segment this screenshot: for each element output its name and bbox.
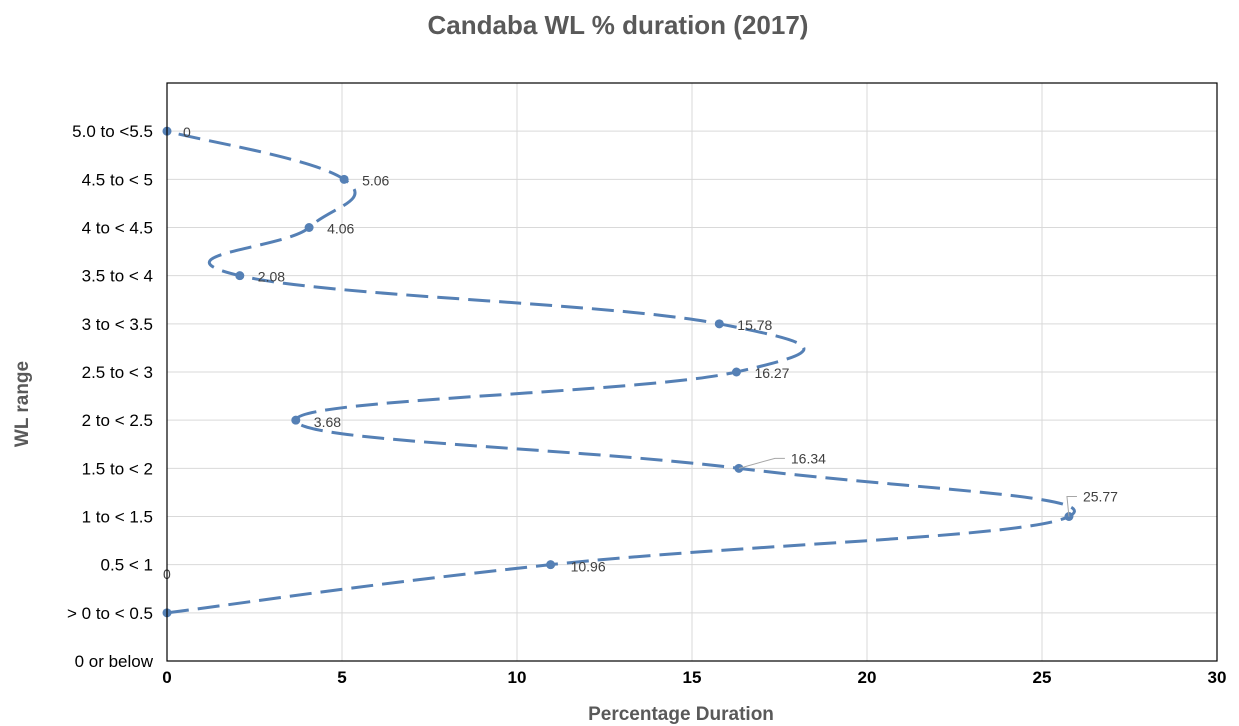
data-point bbox=[304, 223, 314, 232]
y-tick-label: 4.5 to < 5 bbox=[82, 170, 153, 189]
y-tick-label: 2.5 to < 3 bbox=[82, 363, 153, 382]
data-point bbox=[731, 367, 741, 377]
y-tick-label: 3.5 to < 4 bbox=[82, 267, 153, 286]
data-point bbox=[546, 560, 556, 570]
y-tick-label: 0.5 < 1 bbox=[101, 556, 153, 575]
y-tick-label: 0 or below bbox=[75, 652, 154, 671]
data-point bbox=[339, 174, 349, 184]
data-label: 16.34 bbox=[791, 450, 826, 466]
data-label: 25.77 bbox=[1083, 489, 1118, 505]
series-line bbox=[166, 129, 1076, 615]
leader-line bbox=[738, 457, 785, 469]
data-label: 2.08 bbox=[258, 269, 285, 285]
y-tick-label: 2 to < 2.5 bbox=[82, 411, 153, 430]
y-tick-label: > 0 to < 0.5 bbox=[67, 604, 153, 623]
data-label: 0 bbox=[183, 124, 191, 140]
x-tick-label: 15 bbox=[683, 668, 702, 687]
data-label: 16.27 bbox=[754, 365, 789, 381]
data-label: 15.78 bbox=[737, 317, 772, 333]
x-tick-label: 10 bbox=[508, 668, 527, 687]
data-label: 3.68 bbox=[314, 414, 341, 430]
y-tick-label: 5.0 to <5.5 bbox=[72, 122, 153, 141]
data-label: 10.96 bbox=[571, 559, 606, 575]
axis-ticks: 0 or below > 0 to < 0.5 0.5 < 1 1 to < 1.5 1… bbox=[67, 122, 1226, 687]
chart-title: Candaba WL % duration (2017) bbox=[428, 10, 809, 40]
x-axis-title: Percentage Duration bbox=[588, 704, 774, 725]
data-point bbox=[235, 271, 245, 281]
plot-frame bbox=[166, 82, 1218, 662]
y-tick-label: 1 to < 1.5 bbox=[82, 508, 153, 527]
y-axis-title: WL range bbox=[12, 361, 33, 447]
x-tick-label: 30 bbox=[1208, 668, 1227, 687]
x-tick-label: 5 bbox=[337, 668, 346, 687]
y-tick-label: 1.5 to < 2 bbox=[82, 459, 153, 478]
data-label: 4.06 bbox=[327, 221, 354, 237]
grid-lines bbox=[167, 83, 1217, 661]
y-tick-label: 3 to < 3.5 bbox=[82, 315, 153, 334]
x-tick-label: 0 bbox=[162, 668, 171, 687]
data-label: 5.06 bbox=[362, 172, 389, 188]
y-tick-label: 4 to < 4.5 bbox=[82, 219, 153, 238]
leader-line bbox=[1066, 496, 1077, 517]
data-point bbox=[714, 319, 724, 329]
data-point bbox=[291, 415, 301, 425]
data-labels: 0 10.96 25.77 16.34 3.68 16.27 15.78 2.08 4.06 5.… bbox=[163, 124, 1118, 582]
series-curve bbox=[166, 129, 1076, 615]
x-tick-label: 20 bbox=[858, 668, 877, 687]
x-tick-label: 25 bbox=[1033, 668, 1052, 687]
